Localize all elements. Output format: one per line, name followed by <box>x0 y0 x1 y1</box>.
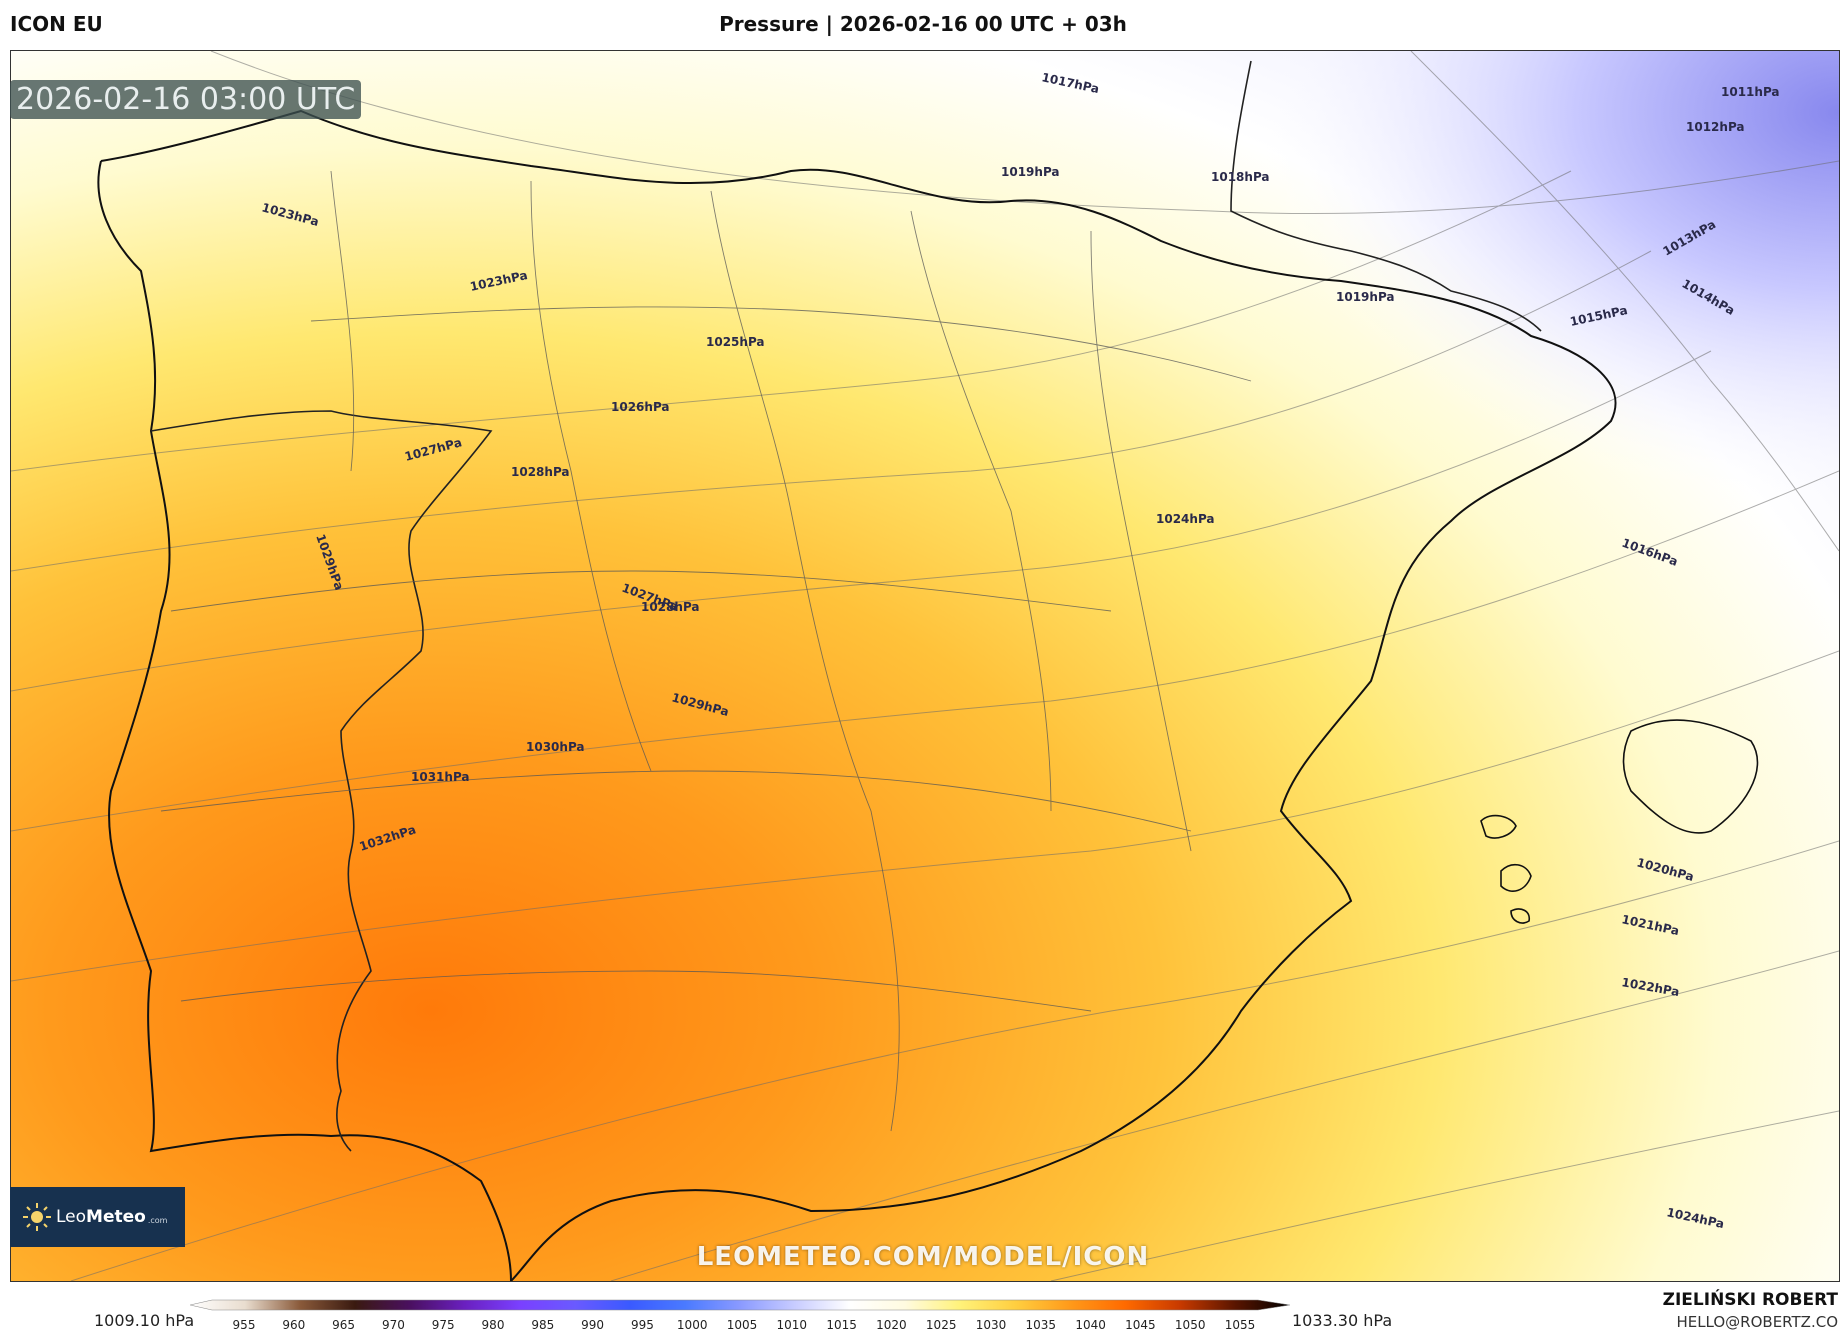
logo-suffix: .com <box>147 1215 168 1225</box>
isobar-label: 1012hPa <box>1686 120 1745 134</box>
isobar-label: 1031hPa <box>411 770 470 784</box>
isobar-label: 1025hPa <box>706 335 765 349</box>
isobar-label: 1018hPa <box>1211 170 1270 184</box>
pressure-map[interactable]: 1017hPa 1019hPa 1018hPa 1011hPa 1012hPa … <box>10 50 1840 1282</box>
colorbar-tick-label: 1025 <box>926 1318 957 1332</box>
colorbar-tick-label: 1020 <box>876 1318 907 1332</box>
isobar-label: 1026hPa <box>611 400 670 414</box>
leometeo-logo[interactable]: LeoMeteo .com <box>10 1187 185 1247</box>
watermark-url: LEOMETEO.COM/MODEL/ICON <box>696 1242 1150 1272</box>
colorbar-tick-label: 955 <box>233 1318 256 1332</box>
colorbar-tick-label: 1030 <box>976 1318 1007 1332</box>
colorbar-tick-label: 1010 <box>777 1318 808 1332</box>
sun-icon <box>23 1203 51 1231</box>
colorbar-tick-label: 980 <box>482 1318 505 1332</box>
colorbar-tick-label: 990 <box>581 1318 604 1332</box>
header: ICON EU Pressure | 2026-02-16 00 UTC + 0… <box>0 0 1846 50</box>
colorbar-tick-label: 1045 <box>1125 1318 1156 1332</box>
colorbar-tick-label: 1055 <box>1225 1318 1256 1332</box>
isobar-label: 1024hPa <box>1156 512 1215 526</box>
country-borders <box>150 60 1542 1152</box>
colorbar-bar <box>190 1299 1290 1311</box>
coastline <box>97 109 1617 1281</box>
logo-brand-a: Leo <box>56 1207 87 1227</box>
colorbar-tick-label: 970 <box>382 1318 405 1332</box>
model-label: ICON EU <box>10 12 103 36</box>
map-canvas: 1017hPa 1019hPa 1018hPa 1011hPa 1012hPa … <box>11 51 1839 1281</box>
colorbar-tick-label: 1035 <box>1026 1318 1057 1332</box>
isobar-label: 1011hPa <box>1721 85 1780 99</box>
chart-title: Pressure | 2026-02-16 00 UTC + 03h <box>719 12 1127 36</box>
colorbar-tick-label: 985 <box>531 1318 554 1332</box>
colorbar-tick-label: 1015 <box>826 1318 857 1332</box>
logo-text: LeoMeteo <box>56 1207 146 1227</box>
colorbar-tick-label: 1000 <box>677 1318 708 1332</box>
colorbar-min-label: 1009.10 hPa <box>94 1311 195 1330</box>
isobar-label: 1019hPa <box>1001 165 1060 179</box>
isobar-label: 1028hPa <box>641 600 700 614</box>
colorbar-tick-label: 960 <box>282 1318 305 1332</box>
isobar-label: 1030hPa <box>526 740 585 754</box>
colorbar-tick-label: 1005 <box>727 1318 758 1332</box>
valid-time-badge: 2026-02-16 03:00 UTC <box>10 80 362 119</box>
pressure-colorbar: 955 960 965 970 975 980 985 990 995 1000 1005 1010 1… <box>190 1299 1290 1332</box>
colorbar-tick-label: 1040 <box>1075 1318 1106 1332</box>
isobar-label: 1028hPa <box>511 465 570 479</box>
colorbar-tick-label: 965 <box>332 1318 355 1332</box>
author-email: HELLO@ROBERTZ.CO <box>1676 1313 1838 1331</box>
colorbar-ticks: 955 960 965 970 975 980 985 990 995 1000 1005 1010 1… <box>233 1318 1256 1332</box>
logo-brand-b: Meteo <box>86 1207 146 1227</box>
colorbar-tick-label: 975 <box>432 1318 455 1332</box>
author-credit: ZIELIŃSKI ROBERT <box>1662 1290 1838 1310</box>
low-pressure-area <box>11 51 1839 1281</box>
isobar-label: 1019hPa <box>1336 290 1395 304</box>
colorbar-tick-label: 995 <box>631 1318 654 1332</box>
region-borders <box>160 170 1252 1132</box>
isobar-lines <box>11 51 1839 1281</box>
colorbar-tick-label: 1050 <box>1175 1318 1206 1332</box>
colorbar-max-label: 1033.30 hPa <box>1292 1311 1393 1330</box>
islands <box>1480 719 1759 924</box>
